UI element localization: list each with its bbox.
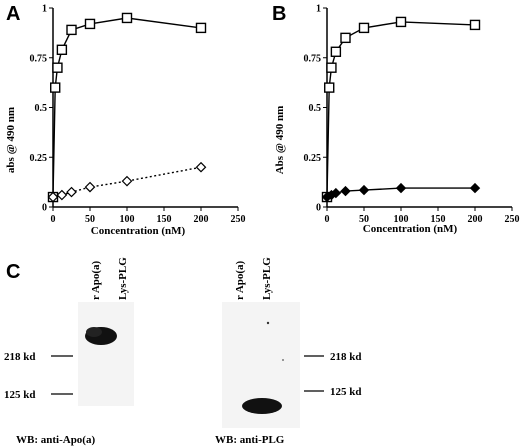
data-point-square [340, 32, 351, 44]
blot-membrane [78, 302, 134, 406]
data-point-square [395, 16, 407, 28]
x-tick-label: 200 [194, 214, 209, 225]
x-tick-label: 250 [505, 214, 520, 225]
blot-anti-plg: r Apo(a) Lys-PLG 218 kd 125 kd WB: anti-… [215, 257, 362, 446]
data-point-square [56, 44, 68, 55]
x-tick-label: 150 [431, 214, 446, 225]
blot-caption: WB: anti-PLG [215, 434, 285, 446]
y-tick-label: 1 [42, 4, 47, 15]
data-point-diamond [395, 182, 407, 194]
data-point-square [121, 12, 133, 24]
data-point-square [195, 22, 207, 34]
blot-speck [266, 321, 270, 325]
x-tick-label: 250 [231, 214, 246, 225]
data-point-square [324, 82, 335, 93]
data-point-diamond [469, 182, 481, 194]
x-tick-label: 200 [468, 214, 483, 225]
y-tick-label: 1 [316, 4, 321, 15]
x-tick-label: 50 [359, 214, 369, 225]
blot-speck [282, 359, 284, 361]
y-tick-label: 0.25 [30, 153, 48, 164]
y-tick-label: 0.5 [309, 103, 322, 114]
lane-label: r Apo(a) [90, 260, 102, 300]
data-point-diamond [66, 186, 77, 198]
data-point-square [330, 46, 342, 57]
panel-c-letter: C [6, 261, 20, 283]
x-tick-label: 0 [51, 214, 56, 225]
y-tick-label: 0.25 [304, 153, 322, 164]
y-tick-label: 0 [42, 203, 47, 214]
marker-label: 218 kd [4, 351, 36, 363]
x-tick-label: 50 [85, 214, 95, 225]
data-point-diamond [330, 187, 342, 199]
lane-label: Lys-PLG [117, 257, 129, 300]
data-point-diamond [195, 161, 207, 173]
panel-b-ylabel: Abs @ 490 nm [274, 106, 286, 175]
x-tick-label: 150 [157, 214, 172, 225]
blot-anti-apoa: r Apo(a) Lys-PLG 218 kd 125 kd WB: anti-… [4, 257, 134, 446]
x-tick-label: 0 [325, 214, 330, 225]
marker-label: 125 kd [4, 389, 36, 401]
panel-a-xlabel: Concentration (nM) [91, 225, 186, 237]
series-line [52, 166, 202, 198]
panel-c-blots: C r Apo(a) Lys-PLG 218 kd 125 kd WB: ant… [4, 257, 362, 446]
y-tick-label: 0.5 [35, 103, 48, 114]
data-point-diamond [47, 191, 59, 203]
data-point-diamond [358, 184, 370, 196]
data-point-square [84, 18, 96, 30]
series-line [52, 17, 202, 198]
panel-a-chart: A abs @ 490 nm Concentration (nM) 0 50 100… [5, 3, 246, 237]
panel-b-letter: B [272, 3, 286, 25]
data-point-square [358, 22, 370, 34]
data-point-diamond [340, 185, 351, 197]
data-point-diamond [121, 175, 133, 187]
panel-b-xlabel: Concentration (nM) [363, 223, 458, 235]
lane-label: r Apo(a) [234, 260, 246, 300]
y-tick-label: 0 [316, 203, 321, 214]
data-point-square [50, 82, 61, 93]
panel-a-ylabel: abs @ 490 nm [5, 107, 17, 173]
lane-label: Lys-PLG [261, 257, 273, 300]
data-point-square [326, 62, 337, 73]
data-point-square [469, 19, 481, 31]
panel-b-chart: B Abs @ 490 nm Concentration (nM) 0 50 100… [272, 3, 520, 235]
data-point-diamond [84, 181, 96, 193]
data-point-square [52, 62, 63, 73]
blot-band [86, 327, 102, 337]
y-tick-label: 0.75 [30, 53, 48, 64]
x-tick-label: 100 [120, 214, 135, 225]
marker-label: 218 kd [330, 351, 362, 363]
series-line [326, 21, 476, 198]
panel-a-letter: A [6, 3, 20, 25]
y-tick-label: 0.75 [304, 53, 322, 64]
marker-label: 125 kd [330, 386, 362, 398]
x-tick-label: 100 [394, 214, 409, 225]
blot-caption: WB: anti-Apo(a) [16, 434, 95, 446]
data-point-diamond [56, 189, 68, 201]
blot-band [242, 398, 282, 414]
data-point-square [66, 24, 77, 36]
